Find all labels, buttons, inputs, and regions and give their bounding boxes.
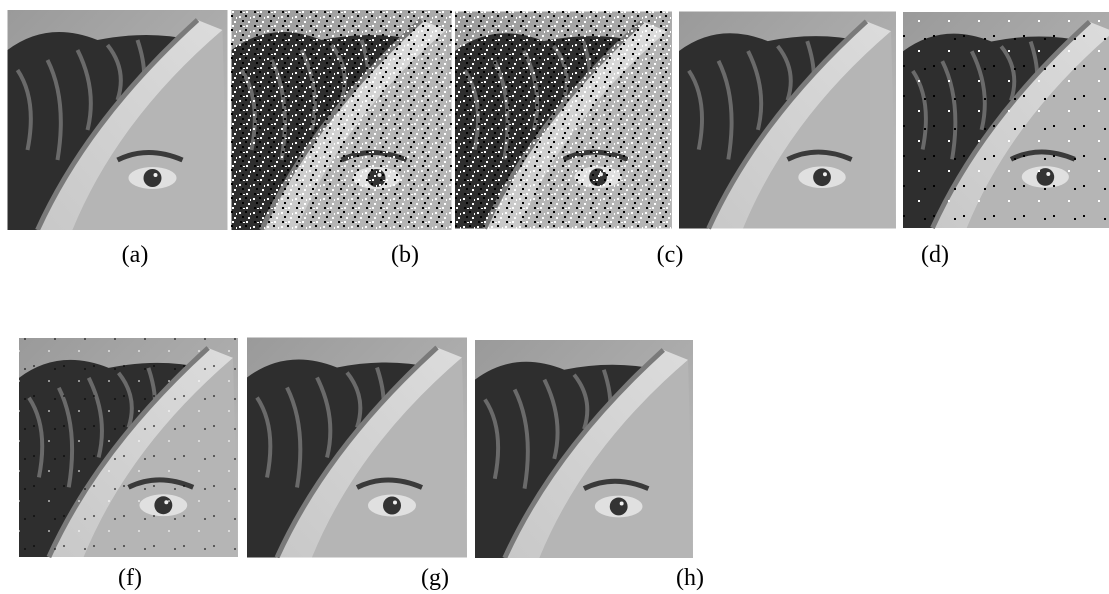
noise-overlay [455,10,672,230]
panel-label: (h) [676,565,704,591]
image-panel [475,340,693,558]
image-panel [679,12,896,229]
page: {"panels": [ {"label": "(a)"}, {"label":… [0,0,1109,594]
noise-overlay [231,10,452,230]
noise-overlay [19,337,238,558]
figure: (a) (b) (c) (d) (f) (g) (h) [0,0,1109,594]
image-panel [247,338,467,558]
panel-label: (d) [921,242,949,268]
panel-label: (a) [122,242,149,268]
image-panel [8,10,228,230]
panel-label: (g) [421,565,449,591]
panel-label: (f) [118,565,142,591]
noise-overlay [903,10,1109,230]
panel-label: (c) [657,242,684,268]
panel-label: (b) [391,242,419,268]
